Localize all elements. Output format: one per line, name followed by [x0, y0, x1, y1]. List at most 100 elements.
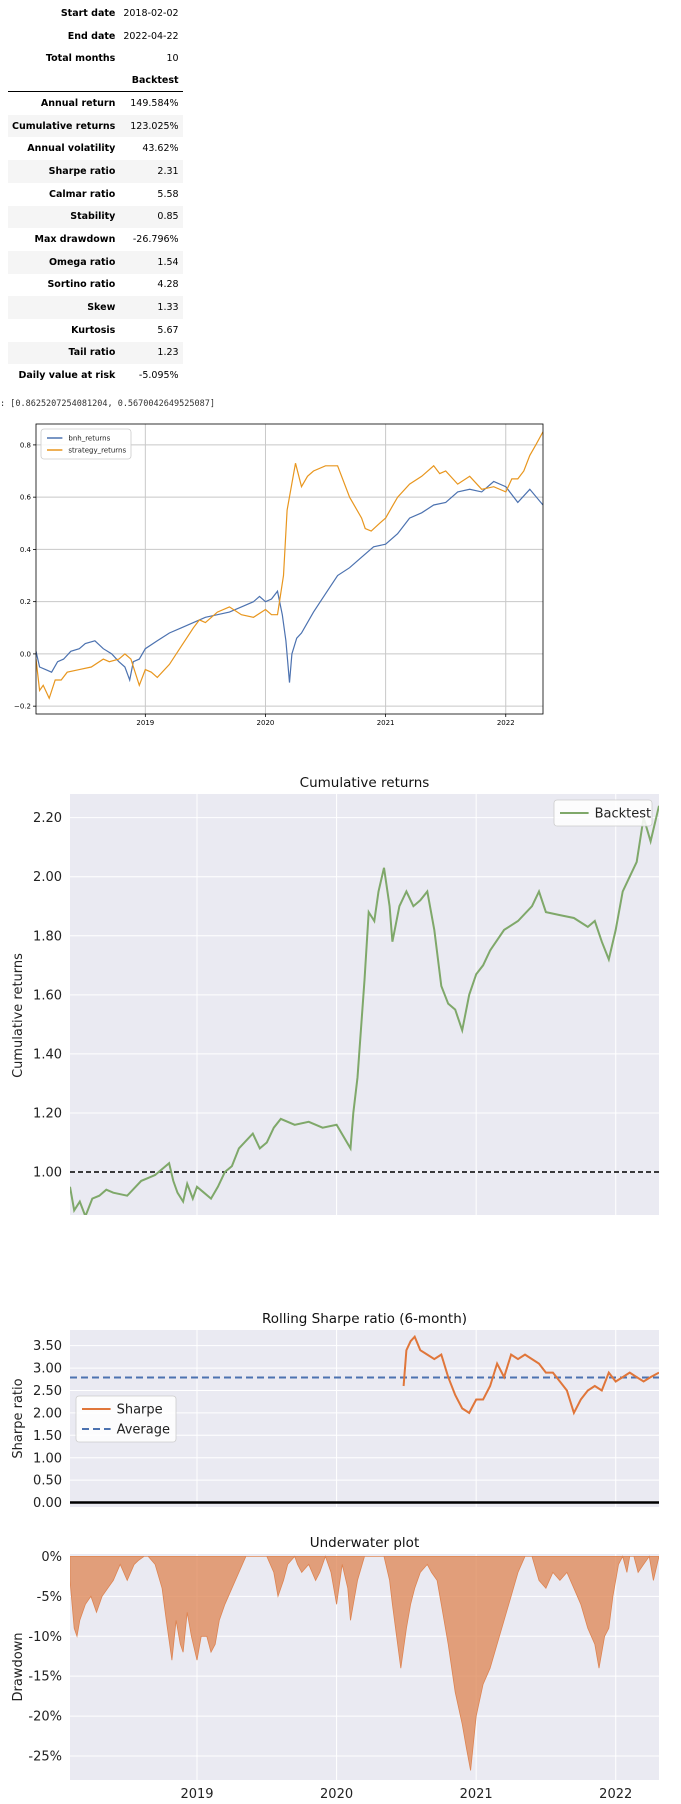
series-group	[70, 1555, 659, 1771]
x-tick-label: 2020	[257, 719, 275, 727]
stats-row: Stability 0.85	[8, 205, 183, 229]
stats-row: Kurtosis 5.67	[8, 319, 183, 342]
stat-value: 2022-04-22	[123, 30, 179, 42]
x-tick-label: 2020	[320, 1787, 353, 1802]
y-tick-label: -15%	[28, 1670, 62, 1685]
plot-area	[70, 794, 659, 1215]
stat-label: Annual return	[40, 97, 116, 109]
series-line-bnh_returns	[36, 480, 543, 683]
stats-row: End date 2022-04-22	[8, 25, 183, 48]
y-tick-label: 1.20	[33, 1107, 62, 1122]
y-tick-label: -25%	[28, 1750, 62, 1765]
y-tick-label: 1.40	[33, 1047, 62, 1062]
y-tick-label: -20%	[28, 1710, 62, 1725]
stats-row: Skew 1.33	[8, 296, 183, 319]
x-tick-label: 2022	[497, 719, 515, 727]
legend	[40, 428, 132, 460]
stats-row: Sortino ratio 4.28	[8, 274, 183, 297]
x-tick-label: 2019	[180, 1787, 213, 1802]
stat-value: -5.095%	[138, 370, 179, 382]
y-tick-label: -10%	[28, 1630, 62, 1645]
stats-row: Start date 2018-02-02	[8, 2, 183, 25]
y-axis-label: Drawdown	[11, 1632, 26, 1701]
stat-label: Total months	[45, 53, 116, 65]
y-tick-label: 0.50	[33, 1474, 62, 1489]
console-output-line: : [0.8625207254081204, 0.567004264952508…	[0, 399, 215, 409]
stat-value: 5.67	[157, 324, 179, 336]
stat-label: Sharpe ratio	[8, 160, 120, 183]
stat-label: Skew	[8, 296, 120, 319]
x-tick-label: 2019	[136, 719, 154, 727]
y-tick-label: 2.20	[33, 811, 62, 826]
y-tick-label: 0.8	[20, 441, 31, 449]
stat-value: 149.584%	[130, 97, 179, 109]
stat-value: 123.025%	[119, 114, 183, 138]
stats-row: Daily value at risk -5.095%	[8, 364, 183, 387]
x-tick-label: 2021	[377, 719, 395, 727]
y-tick-label: 3.00	[33, 1362, 62, 1377]
series-group	[36, 431, 543, 700]
performance-stats-table: Start date 2018-02-02 End date 2022-04-22 To…	[8, 2, 183, 387]
y-tick-label: 2.50	[33, 1384, 62, 1399]
stats-row: Annual volatility 43.62%	[8, 137, 183, 160]
y-tick-label: 0.6	[20, 494, 32, 502]
stat-label: Start date	[60, 7, 116, 19]
stat-label: Daily value at risk	[18, 370, 116, 382]
stat-label: End date	[67, 30, 116, 42]
stat-value: 1.23	[119, 341, 183, 365]
y-tick-label: 1.60	[33, 988, 62, 1003]
stats-header-blank	[8, 70, 120, 93]
stat-label: Annual volatility	[27, 143, 116, 155]
plot-area	[70, 1554, 659, 1780]
x-tick-label: 2022	[599, 1787, 632, 1802]
stats-row: Total months 10	[8, 47, 183, 70]
chart-title: Underwater plot	[310, 1535, 420, 1551]
plot-frame	[35, 423, 544, 715]
cumulative-returns-chart: Cumulative returns0.801.001.201.401.601.…	[11, 775, 659, 1215]
stats-row: Cumulative returns 123.025%	[8, 114, 183, 138]
legend-entry: Sharpe	[117, 1403, 163, 1418]
underwater-plot-chart: Underwater plot 0% -5% -10% -15% -20% -25% 2019…	[11, 1535, 659, 1802]
returns-comparison-chart: −0.2 0.0 0.2 0.4 0.6 0.8 2019 2020 2021 2022 bnh_r…	[14, 423, 544, 727]
legend-entry: Average	[117, 1423, 170, 1438]
series-group	[70, 805, 659, 1215]
stat-label: Cumulative returns	[8, 114, 120, 138]
y-tick-label: -5%	[37, 1590, 62, 1605]
series-line-sharpe	[402, 1334, 659, 1416]
y-tick-label: 0.00	[33, 1496, 62, 1511]
stat-label: Max drawdown	[34, 234, 116, 246]
stat-label: Stability	[8, 205, 120, 229]
y-axis-label: Cumulative returns	[11, 953, 26, 1078]
stats-row: Sharpe ratio 2.31	[8, 160, 183, 183]
series-group	[70, 1334, 659, 1504]
drawdown-area	[70, 1555, 659, 1771]
stat-value: 2018-02-02	[123, 7, 179, 19]
stat-label: Kurtosis	[71, 324, 116, 336]
stat-label: Calmar ratio	[48, 188, 116, 200]
stat-value: 0.85	[119, 205, 183, 229]
stat-value: 1.54	[119, 250, 183, 274]
stat-value: 1.33	[119, 296, 183, 319]
legend-entry: strategy_returns	[68, 446, 126, 454]
stat-value: 5.58	[157, 188, 179, 200]
chart-title: Rolling Sharpe ratio (6-month)	[262, 1311, 467, 1327]
stats-header-row: Backtest	[8, 70, 183, 93]
series-line-backtest	[70, 805, 659, 1215]
y-axis-label: Sharpe ratio	[11, 1378, 26, 1458]
y-tick-label: 0.4	[20, 546, 32, 554]
y-tick-label: −0.2	[14, 703, 31, 711]
chart-title: Cumulative returns	[300, 775, 430, 791]
series-line-strategy_returns	[36, 431, 543, 700]
stat-value: 43.62%	[142, 143, 179, 155]
stats-column-header: Backtest	[119, 70, 183, 93]
y-tick-label: 1.80	[33, 929, 62, 944]
stat-label: Tail ratio	[8, 341, 120, 365]
stats-row: Calmar ratio 5.58	[8, 183, 183, 206]
y-tick-label: 2.00	[33, 870, 62, 885]
stat-value: -26.796%	[132, 234, 179, 246]
stat-label: Sortino ratio	[47, 279, 116, 291]
stats-row: Omega ratio 1.54	[8, 250, 183, 274]
stat-value: 4.28	[157, 279, 179, 291]
stats-row: Max drawdown -26.796%	[8, 228, 183, 251]
y-tick-label: 2.00	[33, 1406, 62, 1421]
